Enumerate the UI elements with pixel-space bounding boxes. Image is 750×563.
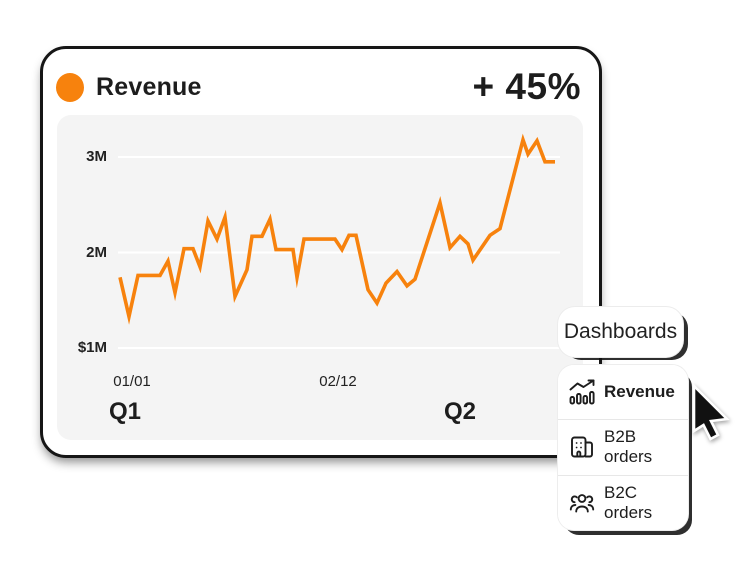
- quarter-label: Q1: [108, 398, 142, 425]
- revenue-series-line: [118, 133, 555, 325]
- chart-trend-icon: [569, 379, 595, 405]
- x-tick-label: 02/12: [319, 373, 357, 390]
- card-header: Revenue + 45%: [56, 63, 585, 111]
- people-icon: [569, 490, 595, 516]
- building-icon: [569, 434, 595, 460]
- menu-item-label: B2B orders: [604, 427, 653, 467]
- card-title: Revenue: [96, 72, 202, 101]
- menu-item-b2c-orders[interactable]: B2C orders: [558, 474, 688, 530]
- y-tick-label: 2M: [86, 243, 107, 261]
- legend-dot-icon: [56, 72, 84, 102]
- menu-item-b2b-orders[interactable]: B2B orders: [558, 419, 688, 475]
- menu-item-label: B2C orders: [604, 482, 653, 522]
- dashboards-menu: Revenue B2B orders: [558, 365, 688, 530]
- dashboards-button[interactable]: Dashboards: [558, 307, 683, 357]
- delta-value: + 45%: [472, 66, 581, 107]
- plot-area: [118, 133, 560, 349]
- revenue-card: Revenue + 45% 3M 2M $1M 01/01 02/12 Q1 Q2: [40, 46, 602, 458]
- y-tick-label: 3M: [86, 148, 107, 165]
- quarter-label: Q2: [443, 398, 477, 425]
- x-tick-label: 01/01: [113, 373, 151, 390]
- y-axis-labels: 3M 2M $1M: [57, 115, 107, 440]
- menu-item-label: Revenue: [604, 382, 675, 402]
- y-tick-label: $1M: [77, 339, 107, 356]
- pointer-cursor: [692, 383, 730, 441]
- revenue-line-chart: 3M 2M $1M 01/01 02/12 Q1 Q2: [57, 115, 583, 440]
- menu-item-revenue[interactable]: Revenue: [558, 365, 688, 420]
